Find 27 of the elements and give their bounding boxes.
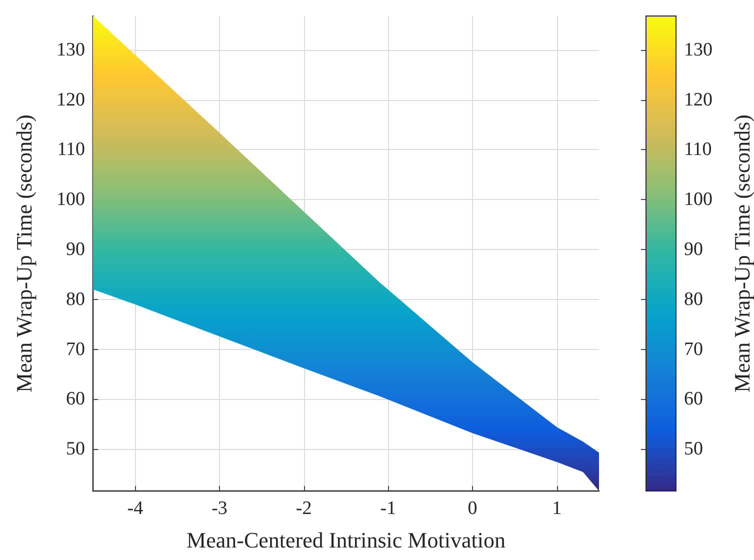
y-tick-label: 110 — [57, 139, 85, 160]
color-bar-label: 60 — [684, 388, 703, 410]
y-tick-label: 100 — [56, 189, 85, 210]
x-tick-label: 1 — [552, 498, 562, 519]
x-tick-label: -1 — [380, 498, 396, 519]
y-tick-label: 70 — [66, 338, 85, 360]
x-tick-label: -3 — [212, 498, 228, 519]
x-tick-label: -2 — [296, 498, 312, 519]
color-bar-label: 110 — [684, 139, 712, 160]
y-axis-title: Mean Wrap-Up Time (seconds) — [12, 114, 36, 392]
y-tick-label: 120 — [56, 89, 85, 110]
y-tick-label: 60 — [66, 388, 85, 410]
x-tick-label: 0 — [468, 498, 478, 519]
y-tick-label: 50 — [66, 438, 85, 460]
x-tick-label: -4 — [127, 498, 144, 519]
y-tick-label: 130 — [56, 39, 85, 60]
color-bar-title: Mean Wrap-Up Time (seconds) — [730, 114, 754, 392]
color-bar-label: 50 — [684, 438, 703, 460]
color-bar-label: 70 — [684, 338, 703, 360]
y-tick-label: 80 — [66, 288, 85, 310]
x-axis-title: Mean-Centered Intrinsic Motivation — [186, 528, 506, 552]
color-bar-label: 130 — [684, 39, 712, 60]
color-bar-label: 80 — [684, 288, 703, 310]
y-tick-label: 90 — [66, 239, 85, 260]
color-bar-label: 90 — [684, 239, 703, 260]
color-bar-label: 100 — [684, 189, 712, 210]
color-bar-label: 120 — [684, 89, 712, 110]
